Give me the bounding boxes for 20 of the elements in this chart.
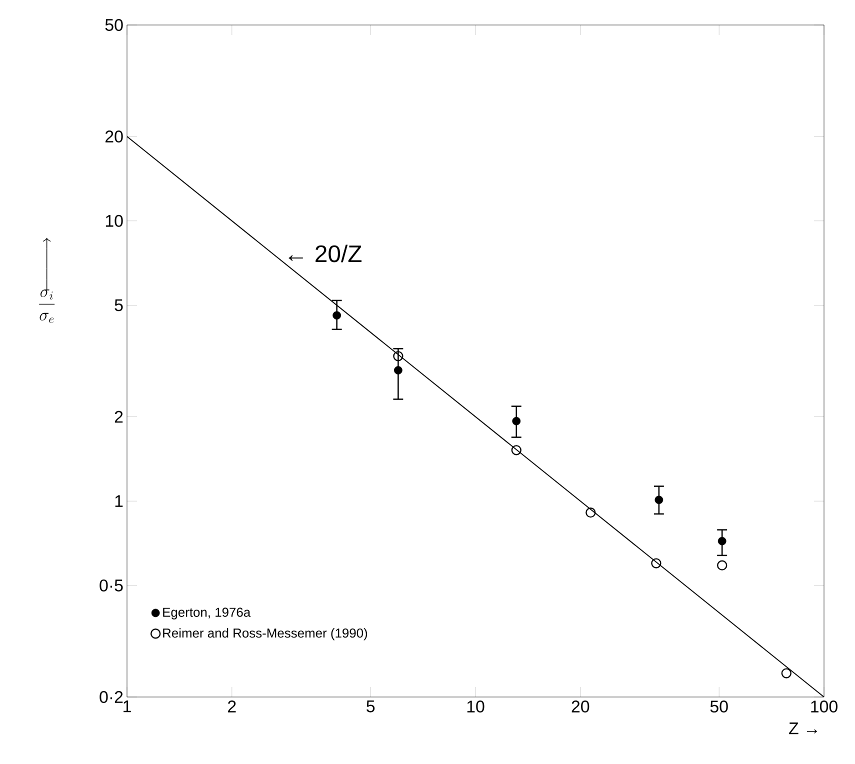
x-axis-title: Z → xyxy=(789,722,818,734)
y-axis-title: $\begin{array}{c}\Bigg\uparrow\\ \dfrac{\sigma_i}{\sigma_e}\end{array}$ xyxy=(39,238,55,324)
y-tick-label: 10 xyxy=(106,214,123,227)
annotation: ← 20/Z xyxy=(288,244,362,262)
y-tick-label: 2 xyxy=(114,410,123,423)
y-tick-label: 5 xyxy=(114,299,123,312)
y-tick-label: 0·5 xyxy=(100,579,123,592)
legend-label: Egerton, 1976a xyxy=(163,608,251,620)
x-tick-label: 50 xyxy=(710,700,728,713)
y-tick-label: 1 xyxy=(115,495,123,507)
x-tick-label: 20 xyxy=(572,700,590,713)
x-tick-label: 100 xyxy=(811,700,838,713)
y-tick-label: 0·2 xyxy=(100,691,123,704)
x-tick-label: 1 xyxy=(124,700,131,712)
x-tick-label: 10 xyxy=(467,700,484,713)
y-tick-label: 50 xyxy=(105,18,123,31)
x-tick-label: 5 xyxy=(366,700,375,712)
legend-label: Reimer and Ross-Messemer (1990) xyxy=(163,628,368,640)
y-tick-label: 20 xyxy=(106,130,123,143)
x-tick-label: 2 xyxy=(228,700,236,712)
